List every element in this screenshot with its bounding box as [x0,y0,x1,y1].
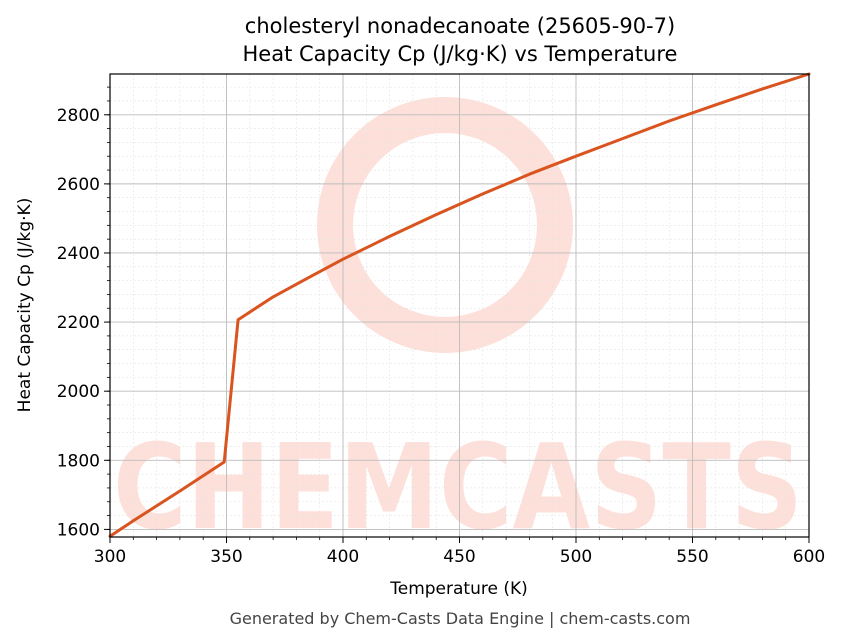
x-axis: 300 350 400 450 500 550 600 [94,537,825,567]
x-tick-label: 350 [210,547,242,567]
heat-capacity-series-line [108,72,811,538]
watermark-text: CHEMCASTS [113,418,803,556]
x-tick-label: 400 [327,547,359,567]
y-tick-label: 2600 [57,175,100,195]
footer-credit: Generated by Chem-Casts Data Engine | ch… [230,609,691,628]
x-tick-label: 500 [560,547,592,567]
x-tick-label: 550 [676,547,708,567]
y-tick-label: 2800 [57,106,100,126]
series-layer [108,72,811,538]
y-axis: 1600 1800 2000 2200 2400 2600 2800 [57,86,110,540]
x-tick-label: 300 [94,547,126,567]
y-axis-label: Heat Capacity Cp (J/kg·K) [15,198,35,413]
chart-subtitle: Heat Capacity Cp (J/kg·K) vs Temperature [243,42,678,66]
chart-title: cholesteryl nonadecanoate (25605-90-7) [245,14,675,38]
y-tick-label: 2400 [57,244,100,264]
watermark-logo-ring [317,97,573,353]
y-tick-label: 1600 [57,520,100,540]
x-tick-label: 450 [443,547,475,567]
y-tick-label: 2000 [57,382,100,402]
x-axis-label: Temperature (K) [389,579,528,599]
y-tick-label: 2200 [57,313,100,333]
chemcasts-watermark: CHEMCASTS [113,97,803,556]
y-tick-label: 1800 [57,451,100,471]
x-tick-label: 600 [793,547,825,567]
